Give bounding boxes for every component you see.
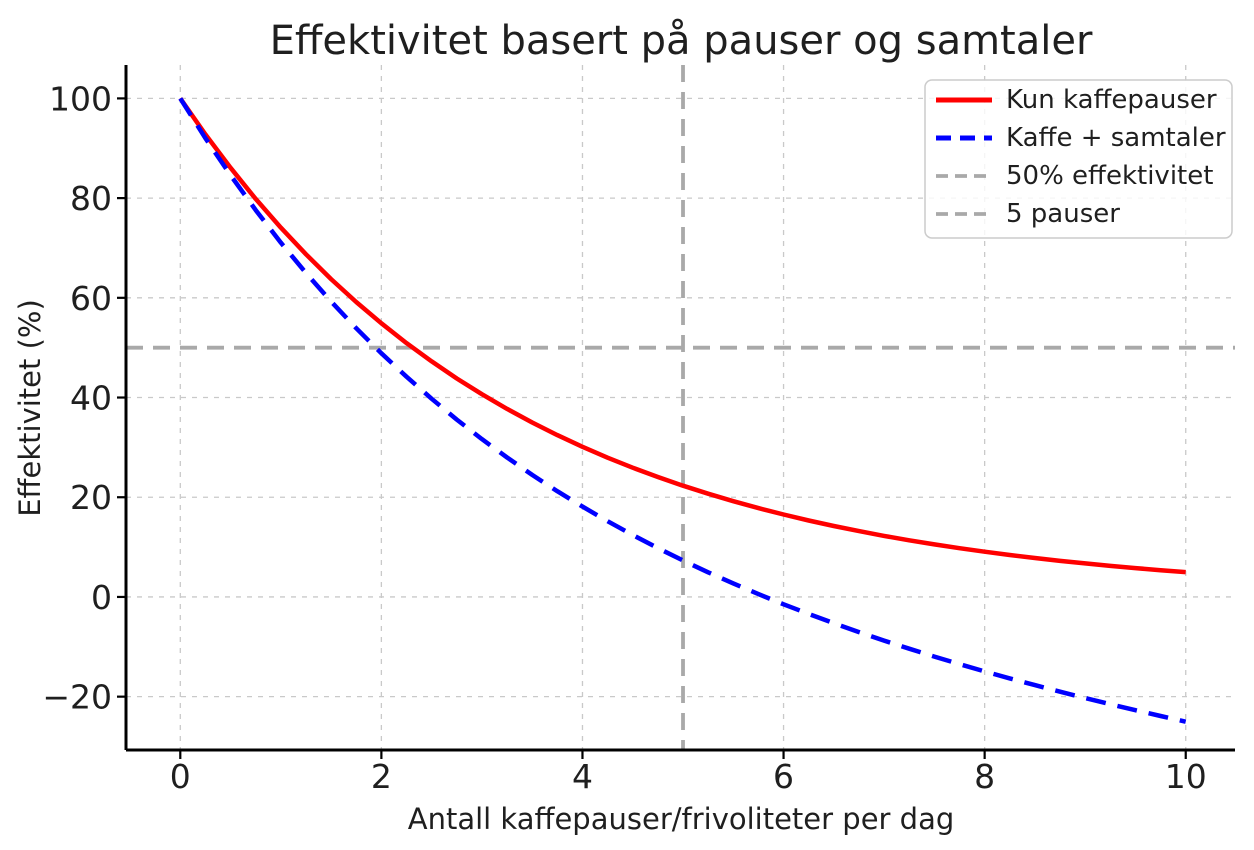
x-tick-label: 2	[371, 757, 392, 796]
y-tick-label: 0	[91, 578, 112, 617]
legend-label-kaffe-samtaler: Kaffe + samtaler	[1006, 123, 1226, 153]
y-tick-label: 80	[70, 179, 112, 218]
series-layer	[178, 97, 1187, 724]
x-tick-label: 0	[170, 757, 191, 796]
y-tick-label: −20	[42, 678, 112, 717]
legend-frame	[924, 79, 1233, 239]
x-tick-label: 10	[1165, 757, 1207, 796]
x-axis-label: Antall kaffepauser/frivoliteter per dag	[408, 802, 955, 836]
legend-label-kun-kaffepauser: Kun kaffepauser	[1006, 85, 1217, 115]
legend: Kun kaffepauser Kaffe + samtaler 50% eff…	[924, 79, 1233, 239]
y-tick-label: 40	[70, 379, 112, 418]
y-axis-label: Effektivitet (%)	[13, 299, 47, 517]
x-tick-label: 6	[773, 757, 794, 796]
y-tick-label: 100	[49, 79, 112, 118]
x-tick-label: 4	[572, 757, 593, 796]
x-tick-label: 8	[974, 757, 995, 796]
axes-layer: 0 2 4 6 8 10 −20 0 20 40 60 80 100	[42, 65, 1235, 796]
legend-label-50-effektivitet: 50% effektivitet	[1006, 161, 1213, 191]
legend-label-5-pauser: 5 pauser	[1006, 199, 1120, 229]
series-line-0	[178, 97, 1186, 575]
chart-title: Effektivitet basert på pauser og samtale…	[270, 18, 1093, 64]
y-tick-label: 20	[70, 478, 112, 517]
reference-lines-layer	[126, 65, 1235, 750]
y-tick-label: 60	[70, 279, 112, 318]
